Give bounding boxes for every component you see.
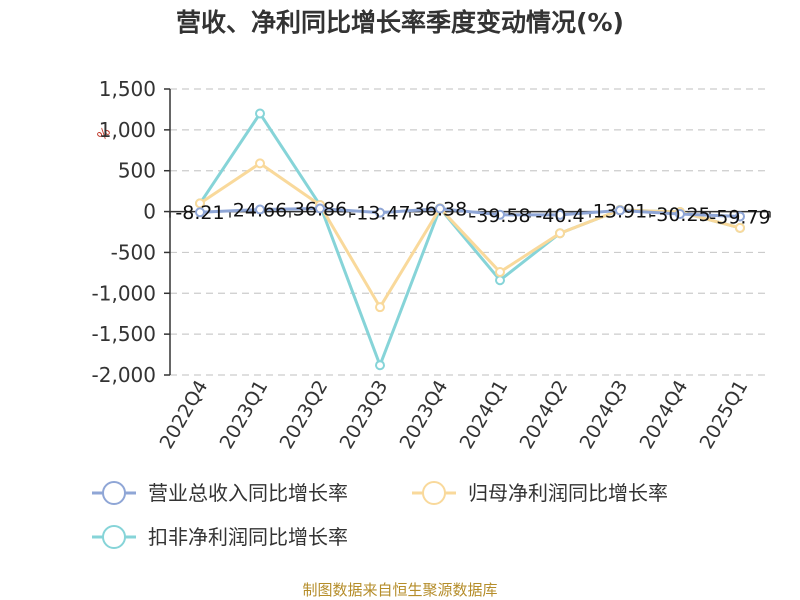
data-point [735, 222, 745, 233]
data-label: 13.91 [593, 200, 647, 222]
data-label: 36.86 [293, 199, 347, 221]
legend-item: 归母净利润同比增长率 [412, 481, 668, 505]
data-label: -30.25 [649, 204, 710, 226]
data-point [375, 360, 385, 371]
data-point [615, 205, 625, 216]
x-tick-label: 2024Q2 [516, 377, 573, 453]
series-line [199, 207, 741, 218]
y-tick-label: -1,000 [92, 281, 156, 305]
data-label: -13.47 [349, 203, 410, 225]
x-tick-label: 2024Q3 [576, 377, 633, 453]
data-point [435, 203, 445, 214]
data-point [255, 204, 265, 215]
data-point [495, 275, 505, 286]
y-tick-label: 1,000 [99, 118, 156, 142]
data-point [735, 211, 745, 222]
data-point [375, 302, 385, 313]
x-tick-label: 2023Q1 [216, 377, 273, 453]
legend-label: 归母净利润同比增长率 [468, 481, 668, 505]
y-tick-label: 500 [118, 159, 156, 183]
data-label: -40.4 [535, 205, 584, 227]
data-point [375, 207, 385, 218]
data-label: -8.21 [175, 202, 224, 224]
x-tick-label: 2025Q1 [696, 377, 753, 453]
series [195, 108, 745, 371]
x-tick-label: 2024Q1 [456, 377, 513, 453]
chart-title: 营收、净利同比增长率季度变动情况(%) [176, 8, 624, 37]
x-tick-label: 2024Q4 [636, 377, 693, 453]
x-tick-label: 2023Q3 [336, 377, 393, 453]
legend-item: 扣非净利润同比增长率 [92, 525, 348, 549]
y-tick-label: -500 [111, 240, 156, 264]
y-tick-label: 1,500 [99, 77, 156, 101]
data-label: -39.58 [469, 205, 530, 227]
data-point [495, 267, 505, 278]
series-line [199, 161, 741, 309]
data-point [195, 207, 205, 218]
x-tick-label: 2023Q4 [396, 377, 453, 453]
data-point [315, 203, 325, 214]
legend-marker [102, 525, 126, 549]
legend-label: 扣非净利润同比增长率 [148, 525, 348, 549]
legend-marker [422, 481, 446, 505]
y-tick-label: -2,000 [92, 363, 156, 387]
x-tick-label: 2022Q4 [156, 377, 213, 453]
y-tick-label: -1,500 [92, 322, 156, 346]
data-point [495, 209, 505, 220]
data-point [555, 228, 565, 239]
legend-marker [102, 481, 126, 505]
data-label: 36.38 [413, 199, 467, 221]
data-label: -59.79 [709, 206, 770, 228]
x-tick-label: 2023Q2 [276, 377, 333, 453]
grid [170, 88, 770, 376]
y-tick-label: 0 [143, 200, 156, 224]
data-point [555, 209, 565, 220]
data-labels: -8.21 24.66 36.86 -13.47 36.38 -39.58 -40.4 13.… [175, 199, 770, 229]
data-source-note: 制图数据来自恒生聚源数据库 [302, 581, 497, 599]
data-label: 24.66 [233, 200, 287, 222]
data-point [255, 158, 265, 169]
data-point [675, 209, 685, 220]
legend-item: 营业总收入同比增长率 [92, 481, 348, 505]
axes: 1,500 1,000 500 0 -500 -1,000 -1,500 -2,0002022… [92, 77, 771, 453]
legend-label: 营业总收入同比增长率 [148, 481, 348, 505]
data-point [255, 108, 265, 119]
